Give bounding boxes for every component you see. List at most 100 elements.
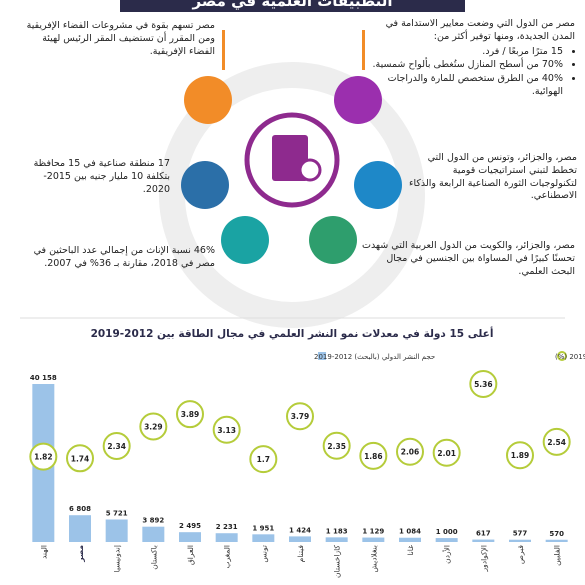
bullet-list: 15 مترًا مربعًا / فرد.70% من أسطح المناز… [370,46,575,99]
bar-value-label: 6 808 [69,505,91,513]
bar-value-label: 570 [549,530,564,538]
bar [252,534,275,542]
growth-circle [66,444,94,473]
bar-value-label: 1 424 [289,526,311,534]
bar [289,536,311,542]
person-icon [221,216,269,264]
growth-label: 2.34 [107,442,126,451]
growth-label: 1.86 [364,452,383,461]
card-text: 46% نسبة الإناث من إجمالي عدد الباحثين ف… [33,245,215,269]
growth-circle [359,441,388,470]
bar [435,538,458,542]
title-bar [120,0,465,12]
rocket-icon [184,76,232,124]
bullet: 40% من الطرق ستخصص للمارة والدراجات الهو… [370,73,563,99]
bar-value-label: 40 158 [30,374,57,382]
growth-label: 2.01 [437,449,456,458]
bar [509,539,531,542]
growth-label: 2.35 [327,442,346,451]
growth-label: 3.13 [217,426,236,435]
x-tick-label: بنغلاديش [369,545,378,572]
bar [142,526,165,542]
bullet: 70% من أسطح المنازل ستُغطى بألواح شمسية. [370,59,563,72]
x-tick-label: مصر [76,545,85,563]
growth-circle [469,370,498,398]
bar [325,537,348,542]
card-text: مصر، والجزائر، وتونس من الدول التي تخطط … [408,152,577,202]
x-tick-label: الهند [39,545,48,559]
growth-label: 1.7 [257,455,270,464]
x-tick-label: باكستان [149,545,158,570]
legend-label: معدل النمو 2012-2019 (%) [555,353,585,361]
x-tick-label: إندونيسيا [113,545,122,572]
growth-circle [29,442,58,471]
bar-value-label: 2 495 [179,522,201,530]
growth-label: 3.29 [144,422,163,431]
growth-label: 3.79 [291,412,310,421]
card-text: 17 منطقة صناعية في 15 محافظة بتكلفة 10 م… [33,158,170,195]
bar [472,539,495,542]
growth-label: 1.74 [71,454,90,463]
bar-value-label: 1 129 [362,528,384,536]
chart: أعلى 15 دولة في معدلات نمو النشر العلمي … [29,326,585,578]
background-ring [159,62,425,328]
growth-circle [322,431,351,460]
building-icon [334,76,382,124]
growth-circle [286,402,314,431]
x-tick-label: المغرب [223,545,232,569]
ai-icon [354,161,402,209]
accent [222,30,225,70]
x-tick-label: فيتنام [296,545,305,563]
growth-circle [249,445,278,474]
growth-circle [139,412,168,441]
bar [399,537,421,542]
card-text: مصر من الدول التي وضعت معايير الاستدامة … [385,18,575,42]
bar [362,537,385,542]
x-tick-label: كازاخستان [333,545,342,578]
card-text: مصر، والجزائر، والكويت من الدول العربية … [362,240,575,277]
legend-label: حجم النشر الدولي (بالبحث) 2012-2019 [314,353,435,361]
legend-swatch [557,351,567,361]
bar [215,533,238,542]
page-title: التطبيقات العلمية في مصر [192,0,393,10]
bar-value-label: 577 [513,530,528,538]
growth-label: 1.82 [34,453,53,462]
card-text: مصر تسهم بقوة في مشروعات الفضاء الإفريقي… [26,20,215,57]
growth-label: 2.54 [547,438,566,447]
growth-circle [102,431,131,460]
growth-circle [212,415,241,444]
bullet: 15 مترًا مربعًا / فرد. [370,46,563,59]
chart-title: أعلى 15 دولة في معدلات نمو النشر العلمي … [91,326,494,340]
bar-value-label: 1 084 [399,528,421,536]
growth-label: 2.06 [401,448,420,457]
x-tick-label: الفلبين [553,545,562,566]
bar [105,519,128,542]
bar-value-label: 5 721 [106,509,128,517]
bar [69,515,91,542]
x-tick-label: العراق [186,545,195,565]
bar-value-label: 1 951 [252,524,274,532]
card: مصر من الدول التي وضعت معايير الاستدامة … [370,18,575,100]
growth-circle [542,427,571,456]
growth-circle [432,438,461,467]
x-tick-label: قبرص [516,545,525,564]
bar-value-label: 617 [476,530,491,538]
growth-label: 1.89 [511,451,530,460]
x-tick-label: الأردن [442,545,452,564]
bar [545,539,568,542]
x-tick-label: الإكوادور [479,545,488,572]
growth-circle [506,441,534,470]
bar-value-label: 2 231 [216,523,238,531]
bar [179,532,201,542]
bar-value-label: 1 183 [326,527,348,535]
growth-circle [176,400,204,429]
growth-label: 5.36 [474,380,493,389]
legend-swatch [318,352,326,360]
bar-value-label: 3 892 [142,517,164,525]
book-icon [309,216,357,264]
growth-label: 3.89 [181,410,200,419]
accent [362,30,365,70]
x-tick-label: غانا [406,545,415,556]
